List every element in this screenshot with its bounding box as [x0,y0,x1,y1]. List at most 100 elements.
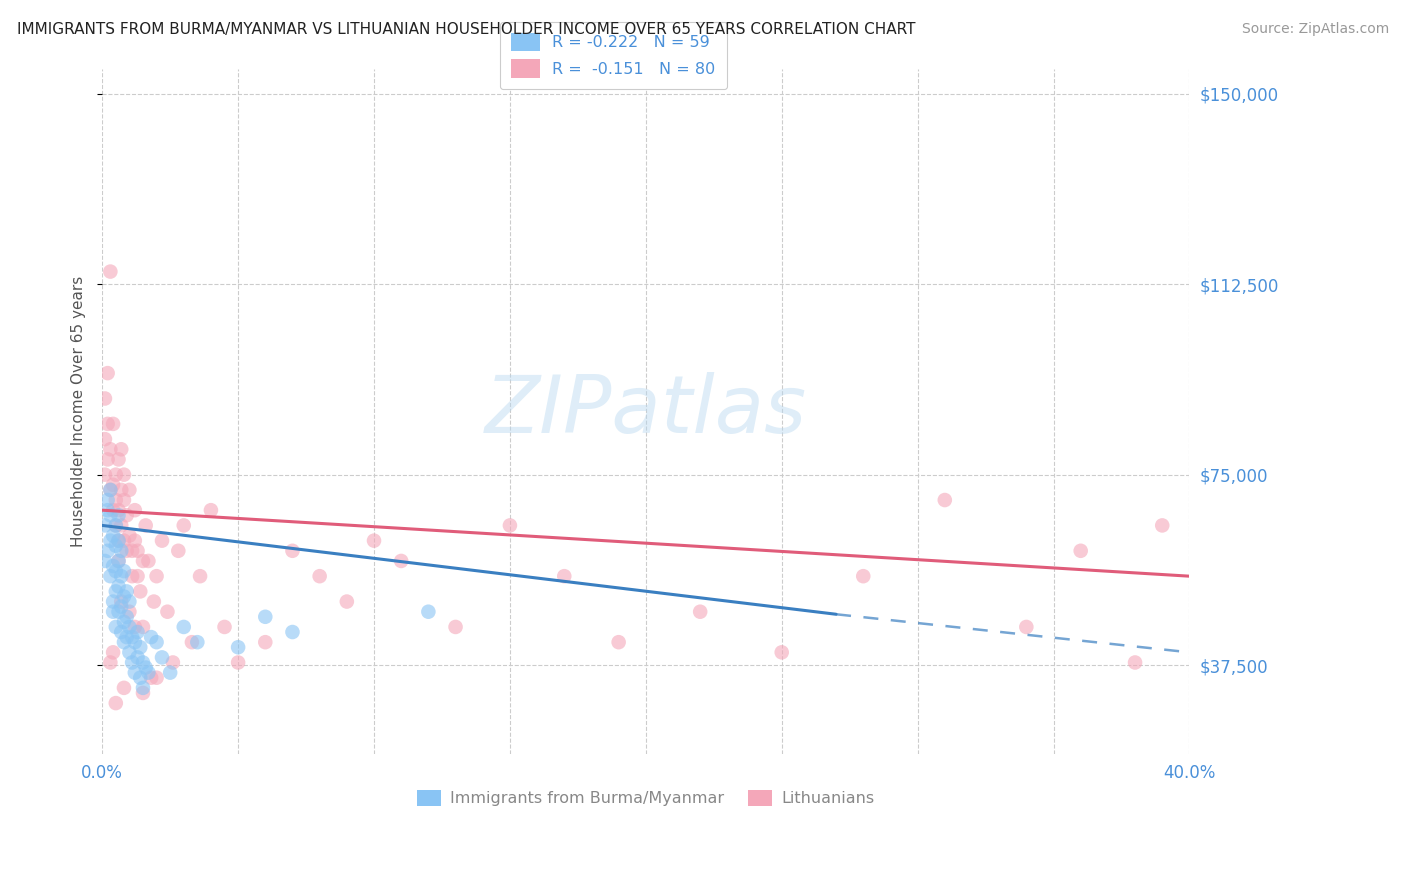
Point [127,569,149,583]
Point [124,665,146,680]
Point [98,264,121,278]
Point [97,493,120,508]
Point [97,417,120,431]
Point [689,605,711,619]
Point [104,584,127,599]
Point [94,392,117,406]
Point [607,635,630,649]
Point [104,539,127,553]
Point [200,503,222,517]
Point [180,635,202,649]
Point [444,620,467,634]
Point [97,366,120,380]
Point [112,635,135,649]
Point [101,559,124,574]
Point [97,543,120,558]
Point [97,452,120,467]
Point [94,554,117,568]
Text: ZIPatlas: ZIPatlas [485,372,807,450]
Point [132,686,155,700]
Point [110,483,132,497]
Point [94,518,117,533]
Point [98,656,121,670]
Point [98,442,121,457]
Point [132,656,155,670]
Point [499,518,522,533]
Point [188,569,211,583]
Point [101,503,124,517]
Point [186,635,208,649]
Point [112,533,135,548]
Point [112,493,135,508]
Point [156,605,179,619]
Point [132,554,155,568]
Point [97,503,120,517]
Point [110,594,132,608]
Point [112,615,135,629]
Point [107,533,129,548]
Point [162,656,184,670]
Point [104,518,127,533]
Point [98,483,121,497]
Point [167,543,190,558]
Point [107,533,129,548]
Point [110,625,132,640]
Point [418,605,440,619]
Point [98,533,121,548]
Point [101,528,124,542]
Point [142,594,165,608]
Point [363,533,385,548]
Point [173,518,195,533]
Point [107,503,129,517]
Point [1070,543,1092,558]
Point [132,681,155,695]
Point [121,543,143,558]
Point [308,569,330,583]
Point [118,528,141,542]
Point [118,605,141,619]
Point [98,508,121,523]
Point [214,620,236,634]
Point [101,594,124,608]
Point [135,518,157,533]
Point [107,452,129,467]
Point [101,645,124,659]
Point [118,645,141,659]
Point [135,660,157,674]
Point [112,590,135,604]
Point [389,554,412,568]
Point [112,467,135,482]
Point [110,543,132,558]
Point [281,625,304,640]
Point [129,640,152,655]
Point [104,467,127,482]
Point [129,584,152,599]
Point [110,518,132,533]
Point [139,630,162,644]
Point [281,543,304,558]
Point [115,609,138,624]
Point [129,671,152,685]
Point [124,533,146,548]
Point [145,569,167,583]
Point [1152,518,1174,533]
Point [101,477,124,491]
Point [107,605,129,619]
Y-axis label: Householder Income Over 65 years: Householder Income Over 65 years [72,276,86,547]
Point [145,635,167,649]
Point [94,432,117,446]
Point [98,483,121,497]
Point [124,620,146,634]
Point [127,650,149,665]
Point [150,533,173,548]
Point [107,579,129,593]
Point [115,543,138,558]
Point [124,635,146,649]
Point [852,569,875,583]
Point [124,503,146,517]
Point [118,594,141,608]
Point [112,681,135,695]
Point [118,483,141,497]
Point [101,417,124,431]
Point [553,569,575,583]
